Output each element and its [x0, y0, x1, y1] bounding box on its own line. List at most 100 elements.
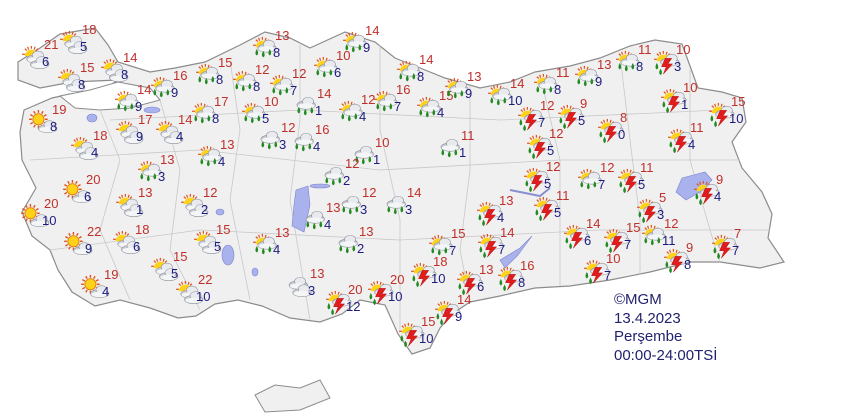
- station-marker: 20 10: [366, 272, 412, 314]
- station-marker: 14 10: [486, 76, 532, 118]
- min-temp: 9: [465, 86, 473, 101]
- partly-cloudy-rain-icon: [343, 31, 367, 53]
- max-temp: 12: [203, 185, 218, 200]
- station-marker: 15 7: [427, 226, 473, 268]
- partly-cloudy-icon: [71, 136, 99, 160]
- max-temp: 9: [580, 96, 588, 111]
- max-temp: 18: [433, 254, 448, 269]
- thunderstorm-icon: [694, 180, 720, 206]
- min-temp: 8: [253, 79, 261, 94]
- min-temp: 4: [714, 189, 722, 204]
- station-marker: 10 1: [351, 135, 397, 177]
- min-temp: 3: [308, 283, 316, 298]
- thunderstorm-icon: [524, 167, 550, 193]
- max-temp: 15: [173, 249, 188, 264]
- max-temp: 15: [80, 60, 95, 75]
- min-temp: 3: [279, 137, 287, 152]
- station-marker: 14 8: [99, 50, 145, 92]
- thunderstorm-icon: [637, 198, 663, 224]
- partly-cloudy-rain-icon: [115, 90, 139, 112]
- max-temp: 19: [52, 102, 67, 117]
- min-temp: 8: [216, 72, 224, 87]
- thunderstorm-icon: [399, 322, 425, 348]
- station-marker: 11 5: [532, 188, 578, 230]
- rain-cloud-icon: [324, 166, 344, 186]
- min-temp: 7: [449, 243, 457, 258]
- max-temp: 16: [520, 258, 535, 273]
- min-temp: 4: [359, 109, 367, 124]
- station-marker: 11 4: [666, 120, 712, 162]
- station-marker: 11 8: [532, 65, 578, 107]
- max-temp: 11: [461, 128, 475, 143]
- station-marker: 17 9: [114, 112, 160, 154]
- min-temp: 5: [544, 176, 552, 191]
- max-temp: 13: [310, 266, 325, 281]
- thunderstorm-icon: [709, 102, 735, 128]
- station-marker: 15 5: [192, 222, 238, 264]
- max-temp: 15: [216, 222, 231, 237]
- partly-cloudy-rain-icon: [578, 168, 602, 190]
- partly-cloudy-rain-icon: [575, 65, 599, 87]
- station-marker: 11 5: [616, 160, 662, 202]
- sun-cloud-icon: [63, 180, 92, 204]
- station-marker: 19 8: [28, 102, 74, 144]
- rain-cloud-icon: [294, 132, 314, 152]
- thunderstorm-icon: [534, 196, 560, 222]
- partly-cloudy-rain-icon: [138, 160, 162, 182]
- station-marker: 13 9: [573, 57, 619, 99]
- min-temp: 2: [201, 202, 209, 217]
- partly-cloudy-rain-icon: [196, 63, 220, 85]
- max-temp: 19: [104, 267, 119, 282]
- rain-cloud-icon: [305, 210, 325, 230]
- min-temp: 4: [273, 242, 281, 257]
- partly-cloudy-rain-icon: [242, 102, 266, 124]
- sun-cloud-icon: [81, 275, 110, 299]
- thunderstorm-icon: [478, 233, 504, 259]
- station-marker: 15 5: [149, 249, 195, 291]
- min-temp: 7: [394, 99, 402, 114]
- rain-cloud-icon: [338, 234, 358, 254]
- station-marker: 11 8: [614, 42, 660, 84]
- thunderstorm-icon: [558, 104, 584, 130]
- station-marker: 14 6: [562, 216, 608, 258]
- station-marker: 15 10: [707, 94, 753, 136]
- max-temp: 15: [421, 314, 436, 329]
- max-temp: 13: [160, 152, 175, 167]
- max-temp: 9: [686, 240, 694, 255]
- min-temp: 3: [405, 202, 413, 217]
- map-info: ©MGM 13.4.2023 Perşembe 00:00-24:00TSİ: [614, 291, 717, 365]
- min-temp: 8: [554, 82, 562, 97]
- max-temp: 11: [638, 42, 652, 57]
- rain-cloud-icon: [354, 145, 374, 165]
- rain-cloud-icon: [386, 195, 406, 215]
- station-marker: 14 9: [341, 23, 387, 65]
- min-temp: 4: [497, 210, 505, 225]
- station-marker: 13 4: [196, 137, 242, 179]
- station-marker: 12 3: [257, 120, 303, 162]
- min-temp: 7: [624, 237, 632, 252]
- thunderstorm-icon: [326, 290, 352, 316]
- min-temp: 10: [508, 93, 523, 108]
- station-marker: 15 10: [397, 314, 443, 356]
- partly-cloudy-rain-icon: [445, 77, 469, 99]
- min-temp: 8: [121, 67, 129, 82]
- thunderstorm-icon: [598, 118, 624, 144]
- station-marker: 17 8: [190, 94, 236, 136]
- min-temp: 9: [455, 309, 463, 324]
- partly-cloudy-icon: [156, 120, 184, 144]
- min-temp: 9: [595, 74, 603, 89]
- min-temp: 5: [638, 177, 646, 192]
- min-temp: 9: [171, 85, 179, 100]
- max-temp: 13: [499, 193, 514, 208]
- max-temp: 14: [419, 52, 434, 67]
- lakes: [86, 106, 713, 277]
- max-temp: 20: [86, 172, 101, 187]
- station-marker: 12 7: [576, 160, 622, 202]
- min-temp: 2: [357, 241, 365, 256]
- station-marker: 18 10: [409, 254, 455, 296]
- date-label: 13.4.2023: [614, 309, 681, 327]
